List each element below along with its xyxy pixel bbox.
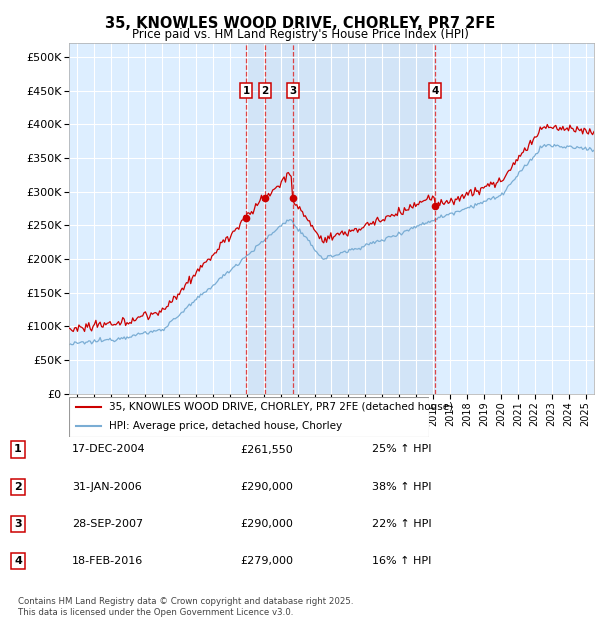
- Text: £290,000: £290,000: [240, 482, 293, 492]
- Text: 25% ↑ HPI: 25% ↑ HPI: [372, 445, 431, 454]
- Text: 38% ↑ HPI: 38% ↑ HPI: [372, 482, 431, 492]
- Text: Price paid vs. HM Land Registry's House Price Index (HPI): Price paid vs. HM Land Registry's House …: [131, 28, 469, 41]
- Text: £290,000: £290,000: [240, 519, 293, 529]
- Text: 3: 3: [14, 519, 22, 529]
- Text: £279,000: £279,000: [240, 556, 293, 566]
- Text: 31-JAN-2006: 31-JAN-2006: [72, 482, 142, 492]
- Text: £261,550: £261,550: [240, 445, 293, 454]
- Text: 28-SEP-2007: 28-SEP-2007: [72, 519, 143, 529]
- Text: 17-DEC-2004: 17-DEC-2004: [72, 445, 146, 454]
- Text: 18-FEB-2016: 18-FEB-2016: [72, 556, 143, 566]
- Text: 16% ↑ HPI: 16% ↑ HPI: [372, 556, 431, 566]
- Text: 2: 2: [14, 482, 22, 492]
- Bar: [246, 43, 436, 394]
- Text: 4: 4: [14, 556, 22, 566]
- Text: 1: 1: [14, 445, 22, 454]
- Text: HPI: Average price, detached house, Chorley: HPI: Average price, detached house, Chor…: [109, 421, 342, 431]
- Text: 4: 4: [431, 86, 439, 95]
- Text: 35, KNOWLES WOOD DRIVE, CHORLEY, PR7 2FE (detached house): 35, KNOWLES WOOD DRIVE, CHORLEY, PR7 2FE…: [109, 402, 453, 412]
- Text: 1: 1: [242, 86, 250, 95]
- Text: 35, KNOWLES WOOD DRIVE, CHORLEY, PR7 2FE: 35, KNOWLES WOOD DRIVE, CHORLEY, PR7 2FE: [105, 16, 495, 30]
- Text: 22% ↑ HPI: 22% ↑ HPI: [372, 519, 431, 529]
- Text: Contains HM Land Registry data © Crown copyright and database right 2025.
This d: Contains HM Land Registry data © Crown c…: [18, 598, 353, 617]
- Text: 3: 3: [290, 86, 297, 95]
- Text: 2: 2: [262, 86, 269, 95]
